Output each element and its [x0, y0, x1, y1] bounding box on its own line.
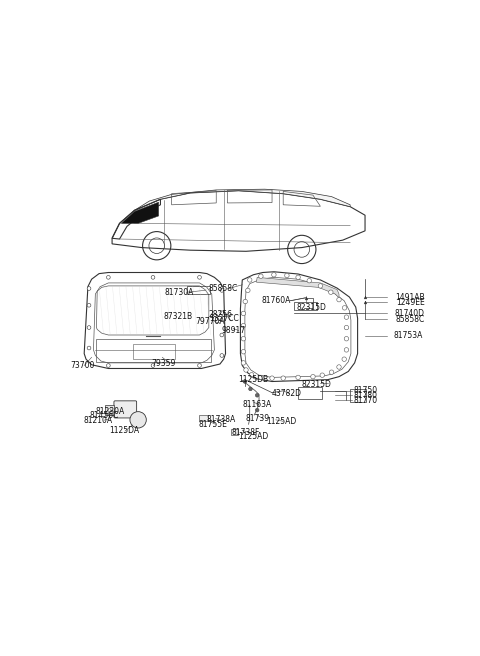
Circle shape	[296, 375, 300, 380]
Bar	[298, 388, 322, 399]
Circle shape	[318, 283, 323, 288]
FancyBboxPatch shape	[114, 401, 137, 418]
Text: 1491AB: 1491AB	[395, 293, 424, 302]
Circle shape	[270, 376, 274, 380]
Text: 79359: 79359	[151, 359, 176, 368]
Circle shape	[243, 299, 248, 304]
Circle shape	[311, 375, 315, 379]
Circle shape	[198, 276, 202, 279]
Text: 81738A: 81738A	[206, 415, 236, 424]
Circle shape	[220, 333, 224, 337]
Circle shape	[342, 306, 347, 310]
Circle shape	[107, 363, 110, 367]
Circle shape	[241, 350, 246, 354]
Text: 81739: 81739	[246, 414, 270, 423]
Text: 81730A: 81730A	[164, 288, 193, 297]
Circle shape	[220, 311, 224, 314]
Circle shape	[87, 325, 91, 329]
Circle shape	[307, 278, 312, 283]
Text: 81738F: 81738F	[232, 428, 260, 437]
Text: 1125AD: 1125AD	[239, 432, 269, 441]
Text: 81753A: 81753A	[393, 331, 423, 340]
Circle shape	[248, 277, 252, 282]
Circle shape	[255, 394, 259, 397]
Text: 81760A: 81760A	[261, 297, 290, 305]
Circle shape	[241, 361, 246, 365]
Circle shape	[87, 287, 91, 291]
Circle shape	[151, 363, 155, 367]
Circle shape	[344, 315, 348, 319]
Bar	[187, 286, 210, 294]
Bar	[132, 344, 175, 359]
Text: 82315D: 82315D	[302, 380, 332, 388]
Text: 85858C: 85858C	[396, 314, 424, 323]
Bar	[231, 429, 238, 435]
Polygon shape	[256, 277, 339, 298]
Text: 98917: 98917	[222, 326, 246, 335]
Circle shape	[241, 311, 246, 316]
Text: 1327CC: 1327CC	[209, 314, 239, 323]
Circle shape	[320, 373, 324, 377]
Circle shape	[329, 290, 333, 295]
Text: 1125DB: 1125DB	[239, 375, 269, 384]
Circle shape	[241, 323, 246, 328]
Circle shape	[259, 274, 263, 278]
Circle shape	[87, 346, 91, 350]
Circle shape	[249, 387, 252, 391]
Text: 81163A: 81163A	[242, 400, 272, 409]
Text: 28256: 28256	[209, 310, 233, 319]
Text: 81456C: 81456C	[90, 411, 119, 420]
Circle shape	[220, 354, 224, 358]
Text: 81740D: 81740D	[395, 309, 424, 318]
Circle shape	[296, 275, 300, 279]
Circle shape	[272, 272, 276, 277]
Circle shape	[246, 288, 250, 293]
Circle shape	[342, 357, 347, 361]
Circle shape	[255, 408, 259, 412]
Circle shape	[108, 409, 111, 411]
Circle shape	[344, 337, 348, 341]
Circle shape	[243, 380, 247, 383]
Text: 81780: 81780	[354, 391, 378, 400]
Text: 1125DA: 1125DA	[109, 426, 139, 436]
Circle shape	[337, 297, 341, 302]
Polygon shape	[134, 189, 350, 211]
Circle shape	[107, 276, 110, 279]
Text: 87321B: 87321B	[163, 312, 192, 321]
Text: 82315D: 82315D	[296, 303, 326, 312]
Circle shape	[130, 411, 146, 428]
Text: 1125AD: 1125AD	[266, 417, 297, 426]
Bar	[294, 302, 317, 310]
Bar	[350, 388, 366, 401]
Circle shape	[337, 365, 341, 369]
Circle shape	[198, 363, 202, 367]
Circle shape	[281, 376, 286, 380]
Circle shape	[241, 337, 246, 341]
Text: 81750: 81750	[354, 386, 378, 396]
Circle shape	[259, 375, 263, 380]
Circle shape	[108, 413, 111, 415]
Text: 81755E: 81755E	[199, 420, 228, 429]
Bar	[199, 415, 208, 421]
Polygon shape	[121, 202, 158, 224]
Text: 81210A: 81210A	[83, 416, 112, 424]
Bar	[105, 405, 114, 415]
Circle shape	[249, 373, 254, 377]
Text: 73700: 73700	[71, 361, 95, 370]
Text: 79770A: 79770A	[196, 317, 226, 326]
Circle shape	[87, 303, 91, 307]
Circle shape	[220, 289, 224, 292]
Circle shape	[151, 276, 155, 279]
Text: 1249EE: 1249EE	[396, 298, 424, 307]
Circle shape	[329, 370, 334, 375]
Circle shape	[344, 348, 348, 352]
Text: 43782D: 43782D	[272, 389, 302, 398]
Text: 85858C: 85858C	[209, 284, 238, 293]
Circle shape	[285, 274, 289, 277]
Circle shape	[344, 325, 348, 330]
Text: 81770: 81770	[354, 396, 378, 405]
Text: 81230A: 81230A	[96, 407, 125, 416]
Circle shape	[244, 368, 248, 372]
